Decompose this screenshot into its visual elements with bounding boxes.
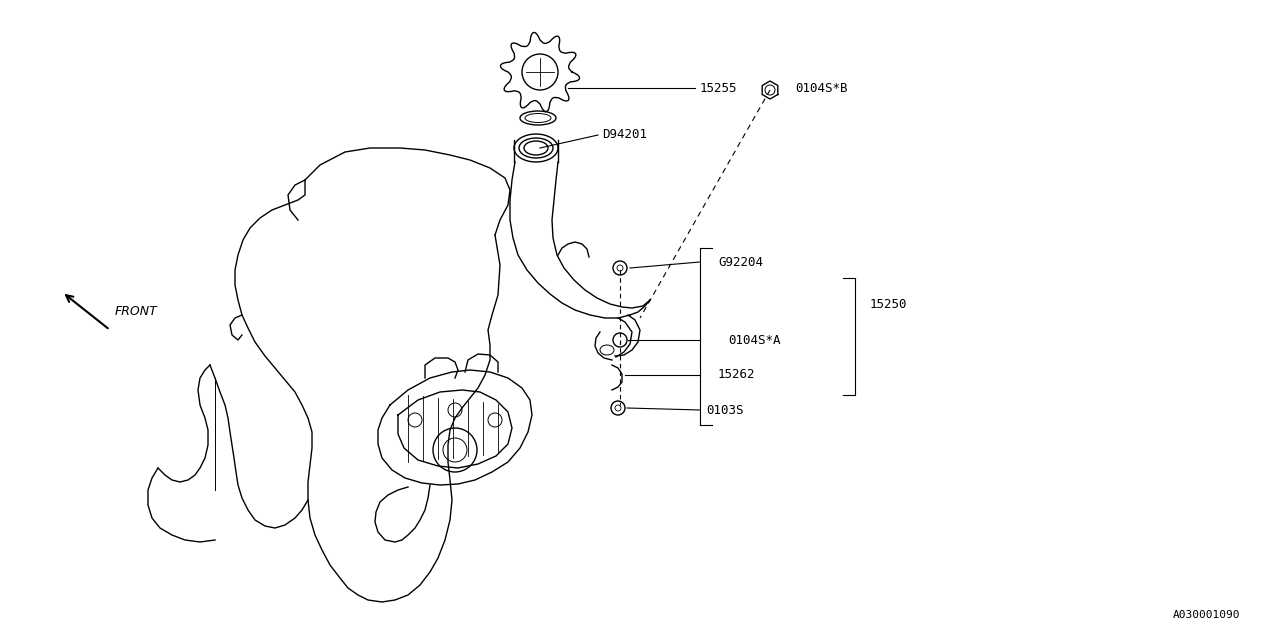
- Text: D94201: D94201: [602, 129, 646, 141]
- Text: G92204: G92204: [718, 255, 763, 269]
- Text: 15255: 15255: [700, 81, 737, 95]
- Text: 15250: 15250: [870, 298, 908, 312]
- Text: 15262: 15262: [718, 369, 755, 381]
- Text: A030001090: A030001090: [1172, 610, 1240, 620]
- Text: 0104S*B: 0104S*B: [795, 81, 847, 95]
- Text: FRONT: FRONT: [115, 305, 157, 318]
- Text: 0103S: 0103S: [707, 403, 744, 417]
- Text: 0104S*A: 0104S*A: [728, 333, 781, 346]
